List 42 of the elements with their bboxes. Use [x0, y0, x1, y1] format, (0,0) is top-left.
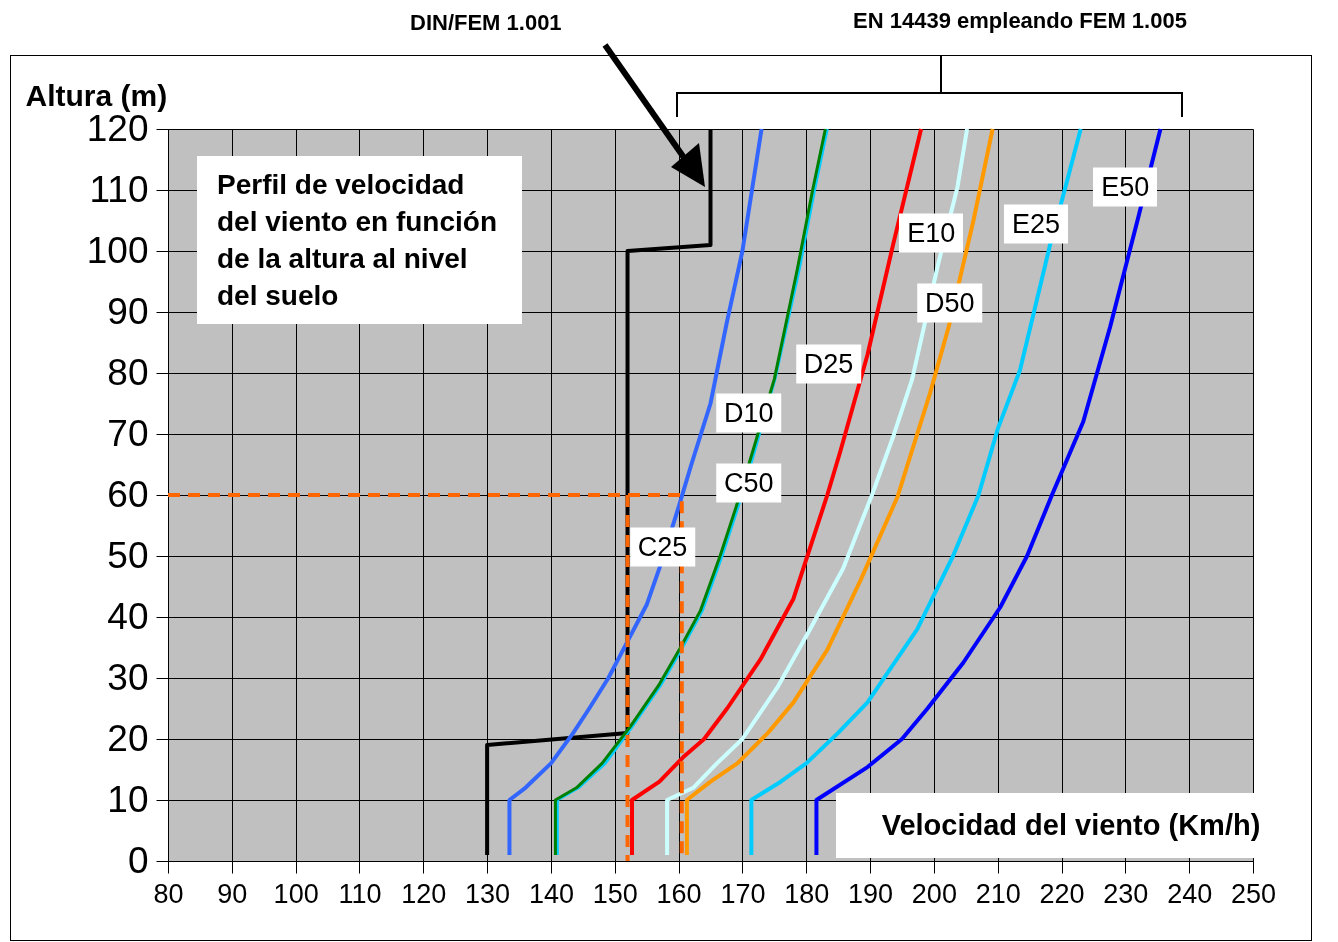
x-tick-label: 210	[975, 878, 1021, 909]
x-tick-label: 90	[217, 878, 248, 909]
y-tick-label: 50	[107, 534, 149, 576]
series-label: D25	[795, 344, 862, 384]
x-axis-title: Velocidad del viento (Km/h)	[836, 793, 1306, 858]
y-tick-label: 70	[107, 412, 149, 454]
x-tick-label: 150	[592, 878, 638, 909]
y-tick-label: 30	[107, 656, 149, 698]
series-label: C50	[716, 463, 782, 503]
x-tick-label: 240	[1167, 878, 1213, 909]
x-tick-label: 120	[401, 878, 447, 909]
x-tick-label: 170	[720, 878, 766, 909]
series-label: D50	[917, 283, 983, 323]
series-label: D10	[716, 393, 782, 433]
text: DIN/FEM 1.001	[410, 10, 562, 36]
annotation: Perfil de velocidad del viento en función de la altura al nivel del suelo	[197, 156, 522, 324]
y-tick-label: 10	[107, 778, 149, 820]
x-tick-label: 220	[1039, 878, 1085, 909]
x-tick-label: 100	[273, 878, 319, 909]
y-tick-label: 40	[107, 595, 149, 637]
x-tick-label: 250	[1230, 878, 1277, 909]
x-tick-label: 130	[465, 878, 511, 909]
y-tick-label: 100	[86, 229, 149, 271]
y-tick-label: 110	[89, 168, 149, 210]
series-label: E25	[1003, 204, 1069, 244]
y-tick-label: 60	[107, 473, 149, 515]
x-tick-label: 110	[338, 878, 382, 909]
x-tick-label: 190	[848, 878, 894, 909]
series-label: E50	[1093, 167, 1158, 207]
y-tick-label: 20	[107, 717, 149, 759]
x-tick-label: 140	[528, 878, 574, 909]
y-tick-label: 90	[107, 290, 149, 332]
x-tick-label: 160	[656, 878, 702, 909]
text: EN 14439 empleando FEM 1.005	[852, 8, 1188, 34]
x-tick-label: 80	[153, 878, 184, 909]
x-tick-label: 180	[784, 878, 830, 909]
series-label: C25	[629, 527, 696, 567]
series-label: E10	[899, 213, 964, 253]
y-tick-label: 80	[107, 351, 149, 393]
y-tick-label: 0	[127, 839, 149, 881]
x-tick-label: 230	[1103, 878, 1149, 909]
x-tick-label: 200	[911, 878, 957, 909]
